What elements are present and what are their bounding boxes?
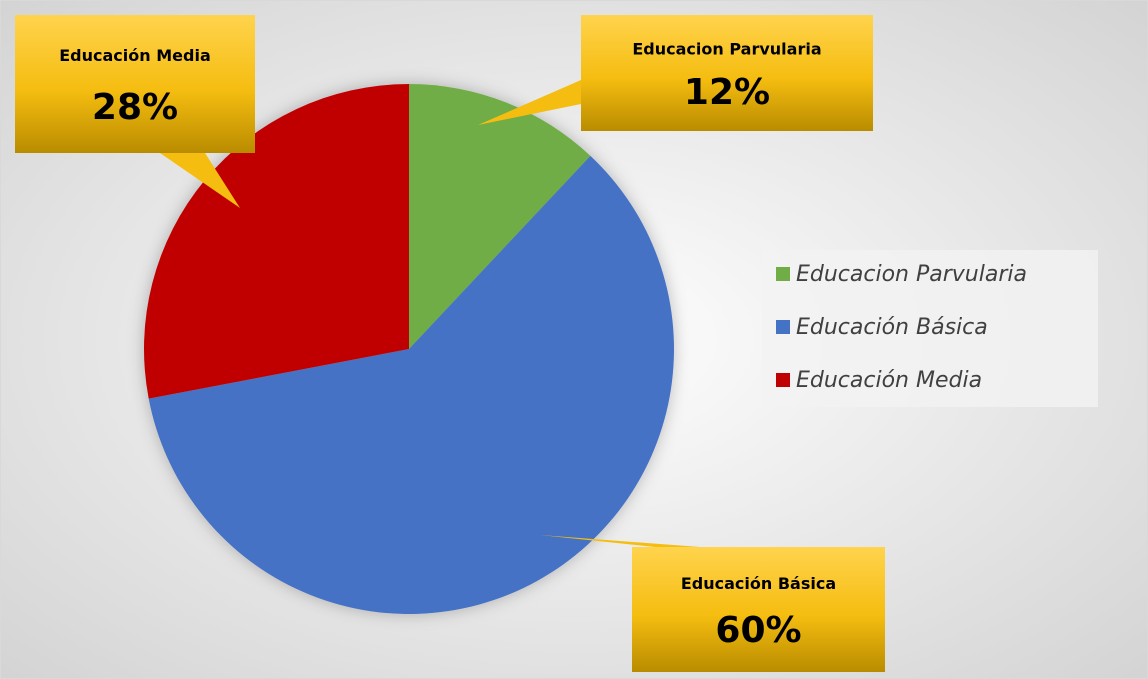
data-labels: Educacion Parvularia 12% Educación Básica 6…: [15, 15, 885, 672]
legend-label: Educacion Parvularia: [796, 262, 1027, 287]
callout-category: Educación Media: [59, 46, 210, 65]
callout-pointer: [160, 153, 240, 208]
callout-box: [632, 547, 885, 672]
callout-pointer: [540, 535, 700, 547]
callout-category: Educación Básica: [681, 574, 836, 593]
data-label: 12%: [684, 72, 770, 113]
callout-box: [581, 15, 873, 131]
pie: [144, 84, 675, 615]
data-label: 60%: [715, 610, 801, 651]
legend-swatch: [776, 267, 790, 281]
legend-swatch: [776, 373, 790, 387]
pie-slice: [144, 84, 409, 399]
legend: Educacion Parvularia Educación Básica Educ…: [776, 262, 1027, 393]
pie-slice: [409, 84, 591, 349]
legend-label: Educación Media: [796, 368, 982, 393]
legend-label: Educación Básica: [796, 315, 988, 340]
callout-box: [15, 15, 255, 153]
pie-slice: [148, 155, 675, 615]
callout-pointer: [478, 80, 581, 125]
legend-swatch: [776, 320, 790, 334]
legend-box: [762, 250, 1098, 407]
data-label: 28%: [92, 87, 178, 128]
callout-category: Educacion Parvularia: [632, 39, 821, 58]
